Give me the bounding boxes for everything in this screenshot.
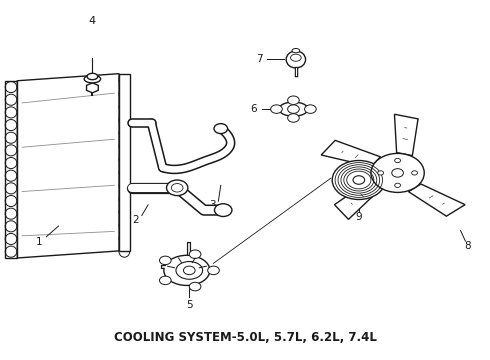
Text: 1: 1 bbox=[36, 237, 43, 247]
Ellipse shape bbox=[292, 49, 300, 53]
Circle shape bbox=[412, 171, 417, 175]
Circle shape bbox=[332, 161, 386, 199]
Polygon shape bbox=[335, 179, 380, 219]
Text: 5: 5 bbox=[186, 300, 193, 310]
Ellipse shape bbox=[176, 261, 202, 279]
Circle shape bbox=[288, 105, 299, 113]
Circle shape bbox=[392, 168, 403, 177]
Circle shape bbox=[160, 276, 171, 285]
Circle shape bbox=[214, 123, 227, 134]
Text: 6: 6 bbox=[250, 104, 257, 114]
Text: 7: 7 bbox=[256, 54, 263, 64]
Circle shape bbox=[394, 183, 400, 188]
Circle shape bbox=[189, 282, 201, 291]
Circle shape bbox=[305, 105, 316, 113]
Circle shape bbox=[160, 256, 171, 265]
Ellipse shape bbox=[87, 73, 98, 80]
Circle shape bbox=[183, 266, 195, 275]
Text: 8: 8 bbox=[465, 242, 471, 252]
Circle shape bbox=[167, 180, 188, 195]
Text: COOLING SYSTEM-5.0L, 5.7L, 6.2L, 7.4L: COOLING SYSTEM-5.0L, 5.7L, 6.2L, 7.4L bbox=[114, 331, 376, 344]
Text: 9: 9 bbox=[356, 212, 362, 222]
Polygon shape bbox=[17, 74, 119, 258]
Polygon shape bbox=[87, 83, 98, 93]
Circle shape bbox=[353, 176, 365, 184]
Circle shape bbox=[378, 171, 384, 175]
Circle shape bbox=[189, 250, 201, 258]
Polygon shape bbox=[394, 114, 418, 156]
Circle shape bbox=[270, 105, 282, 113]
Ellipse shape bbox=[84, 75, 100, 83]
Polygon shape bbox=[321, 140, 380, 167]
Circle shape bbox=[371, 153, 424, 192]
Polygon shape bbox=[119, 74, 130, 251]
Circle shape bbox=[288, 96, 299, 104]
Circle shape bbox=[172, 184, 183, 192]
Text: 2: 2 bbox=[133, 215, 139, 225]
Circle shape bbox=[208, 266, 220, 275]
Text: 4: 4 bbox=[89, 15, 96, 26]
Ellipse shape bbox=[164, 255, 210, 285]
Circle shape bbox=[288, 114, 299, 122]
Circle shape bbox=[394, 158, 400, 163]
Text: 3: 3 bbox=[209, 200, 216, 210]
Ellipse shape bbox=[286, 51, 306, 68]
Circle shape bbox=[215, 204, 232, 216]
Ellipse shape bbox=[279, 102, 308, 116]
Polygon shape bbox=[409, 184, 465, 216]
